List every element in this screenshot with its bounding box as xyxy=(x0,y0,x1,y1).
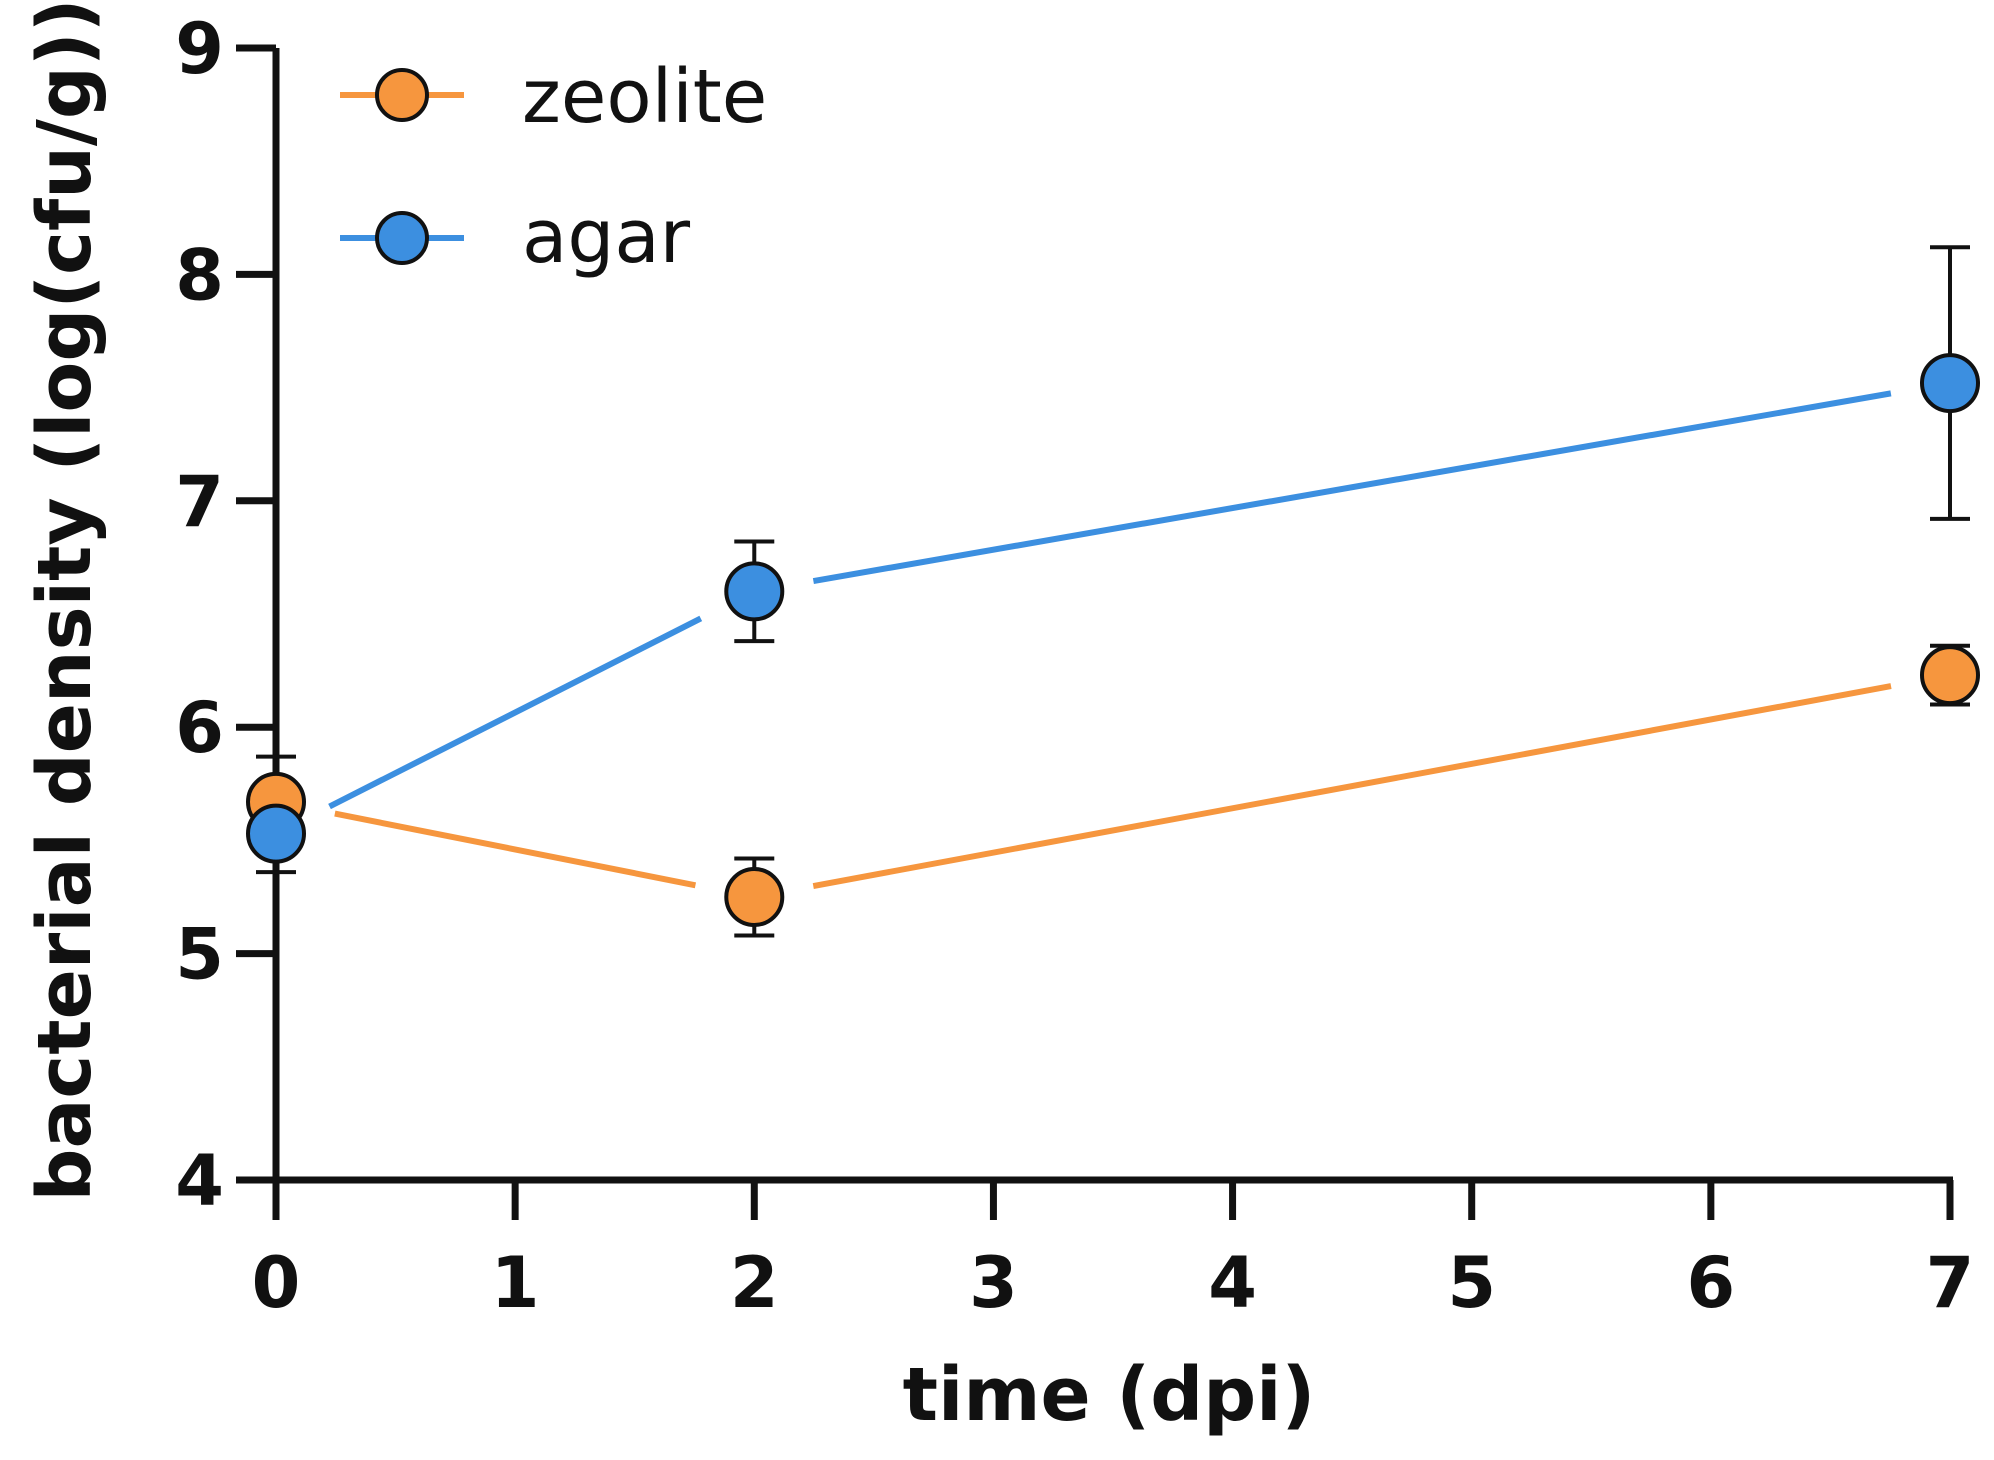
x-tick-label: 3 xyxy=(969,1242,1018,1324)
data-point-zeolite xyxy=(724,867,785,927)
x-tick-label: 5 xyxy=(1447,1242,1496,1324)
x-tick-label: 6 xyxy=(1686,1242,1735,1324)
y-tick-label: 4 xyxy=(175,1140,224,1222)
x-tick-label: 2 xyxy=(730,1242,779,1324)
x-tick-label: 4 xyxy=(1208,1242,1257,1324)
legend-item-agar: agar xyxy=(340,194,691,280)
legend-marker-agar xyxy=(375,211,429,265)
y-tick-label: 5 xyxy=(175,914,224,996)
legend-label-zeolite: zeolite xyxy=(522,54,767,140)
data-point-agar xyxy=(246,803,306,864)
x-tick-label: 0 xyxy=(252,1242,301,1324)
data-point-zeolite xyxy=(1920,645,1980,706)
legend-marker-zeolite xyxy=(375,68,429,122)
x-ticks: 0 1 2 3 4 5 6 7 xyxy=(252,1180,1975,1324)
legend: zeolite agar xyxy=(340,54,767,280)
data-point-agar xyxy=(724,561,785,622)
series-line-zeolite xyxy=(334,810,697,889)
axes: 4 5 6 7 8 9 0 1 2 3 4 5 6 7 xyxy=(175,8,1974,1324)
y-axis-title: bacterial density (log(cfu/g)) xyxy=(22,0,108,1202)
y-tick-label: 9 xyxy=(175,8,224,90)
legend-item-zeolite: zeolite xyxy=(340,54,767,140)
x-tick-label: 7 xyxy=(1926,1242,1975,1324)
series-line-agar xyxy=(328,615,703,810)
series-line-zeolite xyxy=(812,683,1892,890)
series-line-agar xyxy=(812,390,1892,585)
y-ticks: 4 5 6 7 8 9 xyxy=(175,8,276,1222)
x-axis-title: time (dpi) xyxy=(903,1352,1316,1438)
series-lines xyxy=(328,390,1892,890)
y-tick-label: 7 xyxy=(175,461,224,543)
y-tick-label: 6 xyxy=(175,687,224,769)
series-points xyxy=(246,353,1980,927)
y-tick-label: 8 xyxy=(175,234,224,316)
data-point-agar xyxy=(1920,353,1980,414)
legend-label-agar: agar xyxy=(522,194,691,280)
x-tick-label: 1 xyxy=(491,1242,540,1324)
